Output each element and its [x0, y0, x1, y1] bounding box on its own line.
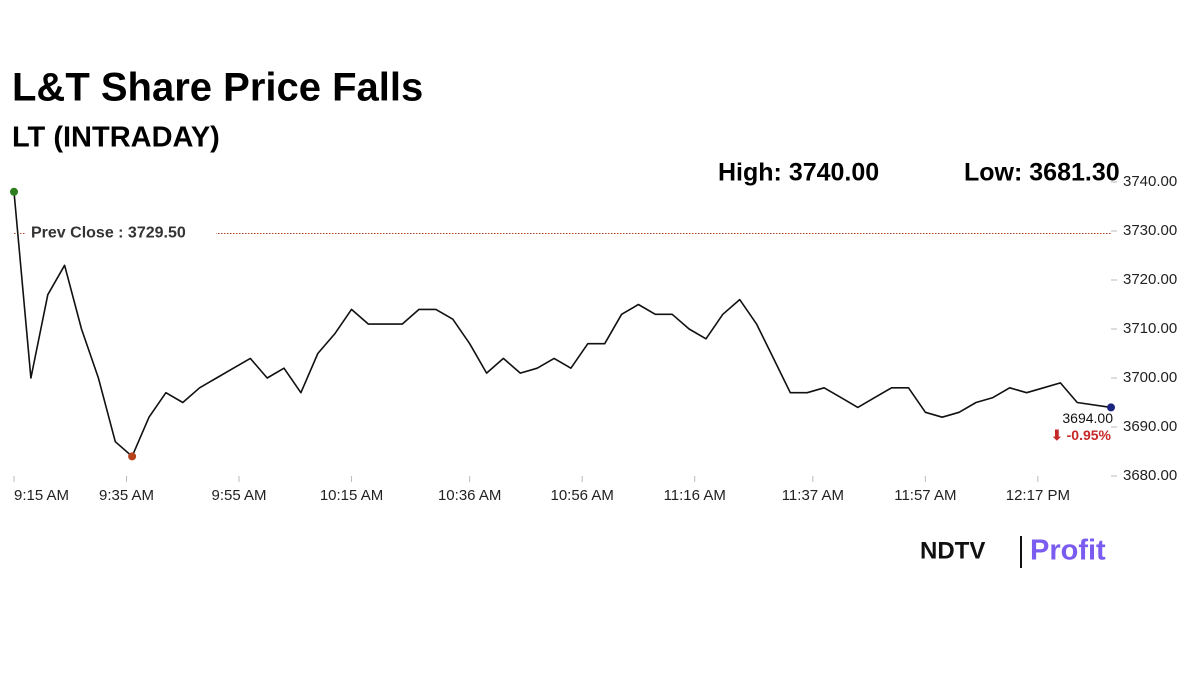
low-marker	[128, 452, 137, 461]
price-line	[13, 191, 1112, 458]
y-tick-label: 3680.00	[1123, 467, 1177, 484]
x-tick-label: 9:55 AM	[212, 487, 267, 504]
y-tick-label: 3730.00	[1123, 222, 1177, 239]
low-label: Low: 3681.30	[964, 159, 1120, 187]
prev-close-label-bg	[26, 222, 216, 245]
y-tick-label: 3710.00	[1123, 320, 1177, 337]
x-tick-label: 11:16 AM	[664, 487, 726, 504]
change-label: ⬇ -0.95%	[1051, 427, 1112, 443]
x-tick-label: 9:15 AM	[14, 487, 69, 504]
last-price-label: 3694.00	[1062, 410, 1113, 426]
brand-separator	[1020, 536, 1022, 568]
chart-subtitle: LT (INTRADAY)	[12, 122, 220, 154]
prev-close-label: Prev Close : 3729.50	[31, 225, 186, 242]
x-tick-label: 10:56 AM	[550, 487, 613, 504]
brand-name: NDTV	[920, 537, 985, 564]
x-tick-label: 10:15 AM	[320, 487, 383, 504]
y-tick-label: 3740.00	[1123, 173, 1177, 190]
last-marker	[1107, 403, 1115, 412]
y-tick-label: 3690.00	[1123, 418, 1177, 435]
x-tick-label: 12:17 PM	[1006, 487, 1070, 504]
first-marker	[10, 187, 18, 196]
chart-title: L&T Share Price Falls	[12, 66, 423, 110]
y-tick-label: 3700.00	[1123, 369, 1177, 386]
x-tick-label: 11:37 AM	[782, 487, 844, 504]
brand-logo: NDTV Profit	[920, 535, 1106, 568]
y-tick-label: 3720.00	[1123, 271, 1177, 288]
brand-product: Profit	[1030, 535, 1106, 567]
x-tick-label: 9:35 AM	[99, 487, 154, 504]
high-label: High: 3740.00	[718, 159, 879, 187]
x-tick-label: 10:36 AM	[438, 487, 501, 504]
x-tick-label: 11:57 AM	[894, 487, 956, 504]
